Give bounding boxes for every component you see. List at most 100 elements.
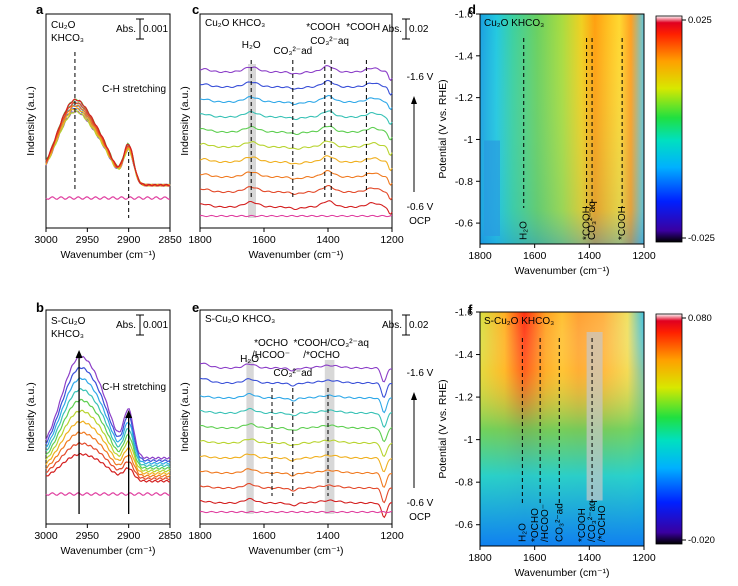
annotation-b: C-H stretching <box>102 382 166 393</box>
plot-frame-b <box>45 309 171 525</box>
x-axis-label-c: Wavenumber (cm⁻¹) <box>249 249 344 261</box>
y-tick-label-f-4: -0.8 <box>455 477 473 489</box>
x-axis-label-f: Wavenumber (cm⁻¹) <box>515 567 610 579</box>
spectrum-c-10 <box>199 214 393 218</box>
y-tick-label-f-1: -1.4 <box>455 349 473 361</box>
spectrum-c-2 <box>199 94 393 111</box>
highlight-band-e-0 <box>246 360 254 514</box>
peak-label-d-1-0: *COOH <box>582 206 593 240</box>
spectrum-e-2 <box>199 392 392 414</box>
x-tick-label-e-1: 1600 <box>252 530 276 542</box>
y-axis-label-f: Potential (V vs. RHE) <box>437 379 449 478</box>
peak-label-d-0-0: H₂O <box>519 221 530 240</box>
plot-frame-a <box>45 13 171 229</box>
colorbar-max-d: 0.025 <box>688 15 712 26</box>
ocp-label-e: OCP <box>409 512 431 523</box>
plot-frame-d <box>479 13 645 245</box>
peak-label-c-0: H₂O <box>242 40 261 51</box>
colorbar-min-d: -0.025 <box>688 233 715 244</box>
potential-bottom-e: -0.6 V <box>407 498 434 509</box>
x-tick-label-e-3: 1200 <box>380 530 404 542</box>
y-tick-label-d-0: -1.6 <box>455 9 473 21</box>
trend-arrow-head-b-0 <box>75 350 83 358</box>
spectrum-e-8 <box>199 482 393 504</box>
spectrum-e-9 <box>199 497 393 519</box>
scale-bar-c-value: 0.02 <box>409 24 429 35</box>
y-axis-label-c: Indensity (a.u.) <box>179 86 191 155</box>
spectrum-b-4 <box>45 398 171 470</box>
ocp-label-c: OCP <box>409 216 431 227</box>
panel-title-a-1: KHCO₃ <box>51 33 84 44</box>
scale-bar-a-value: 0.001 <box>143 24 168 35</box>
y-axis-label-b: Indensity (a.u.) <box>25 382 37 451</box>
spectrum-e-3 <box>199 407 393 428</box>
x-tick-label-f-3: 1200 <box>632 552 656 564</box>
y-axis-label-a: Indensity (a.u.) <box>25 86 37 155</box>
spectrum-c-9 <box>200 200 393 215</box>
x-axis-label-b: Wavenumber (cm⁻¹) <box>61 545 156 557</box>
spectrum-b-0 <box>45 355 171 460</box>
potential-top-e: -1.6 V <box>407 368 434 379</box>
colorbar-max-f: 0.080 <box>688 313 712 324</box>
panel-title-b-1: KHCO₃ <box>51 329 84 340</box>
peak-label-d-3-0: *COOH <box>617 206 628 240</box>
spectrum-e-5 <box>199 438 393 458</box>
x-tick-label-f-0: 1800 <box>468 552 492 564</box>
spectrum-e-7 <box>199 468 392 488</box>
spectrum-b-6 <box>45 420 171 476</box>
x-tick-label-b-1: 2950 <box>76 530 100 542</box>
plot-frame-f <box>479 311 645 547</box>
panel-label-f: f <box>468 302 473 317</box>
peak-label-c-3: CO₃²⁻aq <box>310 36 349 47</box>
x-tick-label-e-0: 1800 <box>188 530 212 542</box>
potential-bottom-c: -0.6 V <box>407 202 434 213</box>
spectrum-e-0 <box>200 362 393 383</box>
spectrum-b-3 <box>45 387 171 468</box>
spectrum-c-5 <box>199 140 393 156</box>
y-tick-label-f-2: -1.2 <box>455 392 473 404</box>
y-axis-label-d: Potential (V vs. RHE) <box>437 79 449 178</box>
x-tick-label-a-0: 3000 <box>34 234 58 246</box>
x-tick-label-d-1: 1600 <box>523 250 547 262</box>
x-tick-label-b-0: 3000 <box>34 530 58 542</box>
x-tick-label-c-0: 1800 <box>188 234 212 246</box>
x-tick-label-d-3: 1200 <box>632 250 656 262</box>
peak-label-e-0: H₂O <box>240 354 259 365</box>
panel-label-b: b <box>36 300 44 315</box>
panel-title-e: S-Cu₂O KHCO₃ <box>205 314 275 325</box>
panel-title-d: Cu₂O KHCO₃ <box>484 18 544 29</box>
heatmap-shade-d <box>480 14 644 244</box>
panel-label-d: d <box>468 2 476 17</box>
peak-label-f-1-0: *OCHO <box>530 508 541 542</box>
x-axis-label-d: Wavenumber (cm⁻¹) <box>515 265 610 277</box>
peak-label-f-2-0: CO₃²⁻ad <box>554 503 565 542</box>
spectrum-a-10 <box>45 196 171 200</box>
spectrum-c-8 <box>199 184 393 201</box>
x-tick-label-e-2: 1400 <box>316 530 340 542</box>
y-tick-label-f-3: -1 <box>464 434 473 446</box>
scale-bar-e-value: 0.02 <box>409 320 429 331</box>
peak-label-e-3b: /*OCHO <box>303 350 340 361</box>
y-tick-label-d-4: -0.8 <box>455 176 473 188</box>
x-tick-label-c-1: 1600 <box>252 234 276 246</box>
x-axis-label-e: Wavenumber (cm⁻¹) <box>249 545 344 557</box>
peak-label-e-1a: *OCHO <box>254 338 288 349</box>
colorbar-d <box>655 15 683 243</box>
x-tick-label-b-2: 2900 <box>117 530 141 542</box>
spectrum-b-5 <box>45 409 171 473</box>
potential-arrow-head-c <box>411 96 417 104</box>
spectrum-a-8 <box>45 102 171 187</box>
heatmap-low-region-d <box>484 140 500 236</box>
spectrum-b-2 <box>45 377 171 465</box>
x-tick-label-c-3: 1200 <box>380 234 404 246</box>
peak-label-f-3-2: /*OCHO <box>597 505 608 542</box>
colorbar-f <box>655 313 683 545</box>
scale-bar-a-label: Abs. <box>116 24 136 35</box>
panel-label-e: e <box>192 300 199 315</box>
panel-label-a: a <box>36 2 44 17</box>
spectrum-e-4 <box>199 423 393 443</box>
x-tick-label-c-2: 1400 <box>316 234 340 246</box>
highlight-band-e-1 <box>324 360 335 514</box>
spectrum-c-4 <box>199 125 393 141</box>
panel-title-f: S-Cu₂O KHCO₃ <box>484 316 554 327</box>
